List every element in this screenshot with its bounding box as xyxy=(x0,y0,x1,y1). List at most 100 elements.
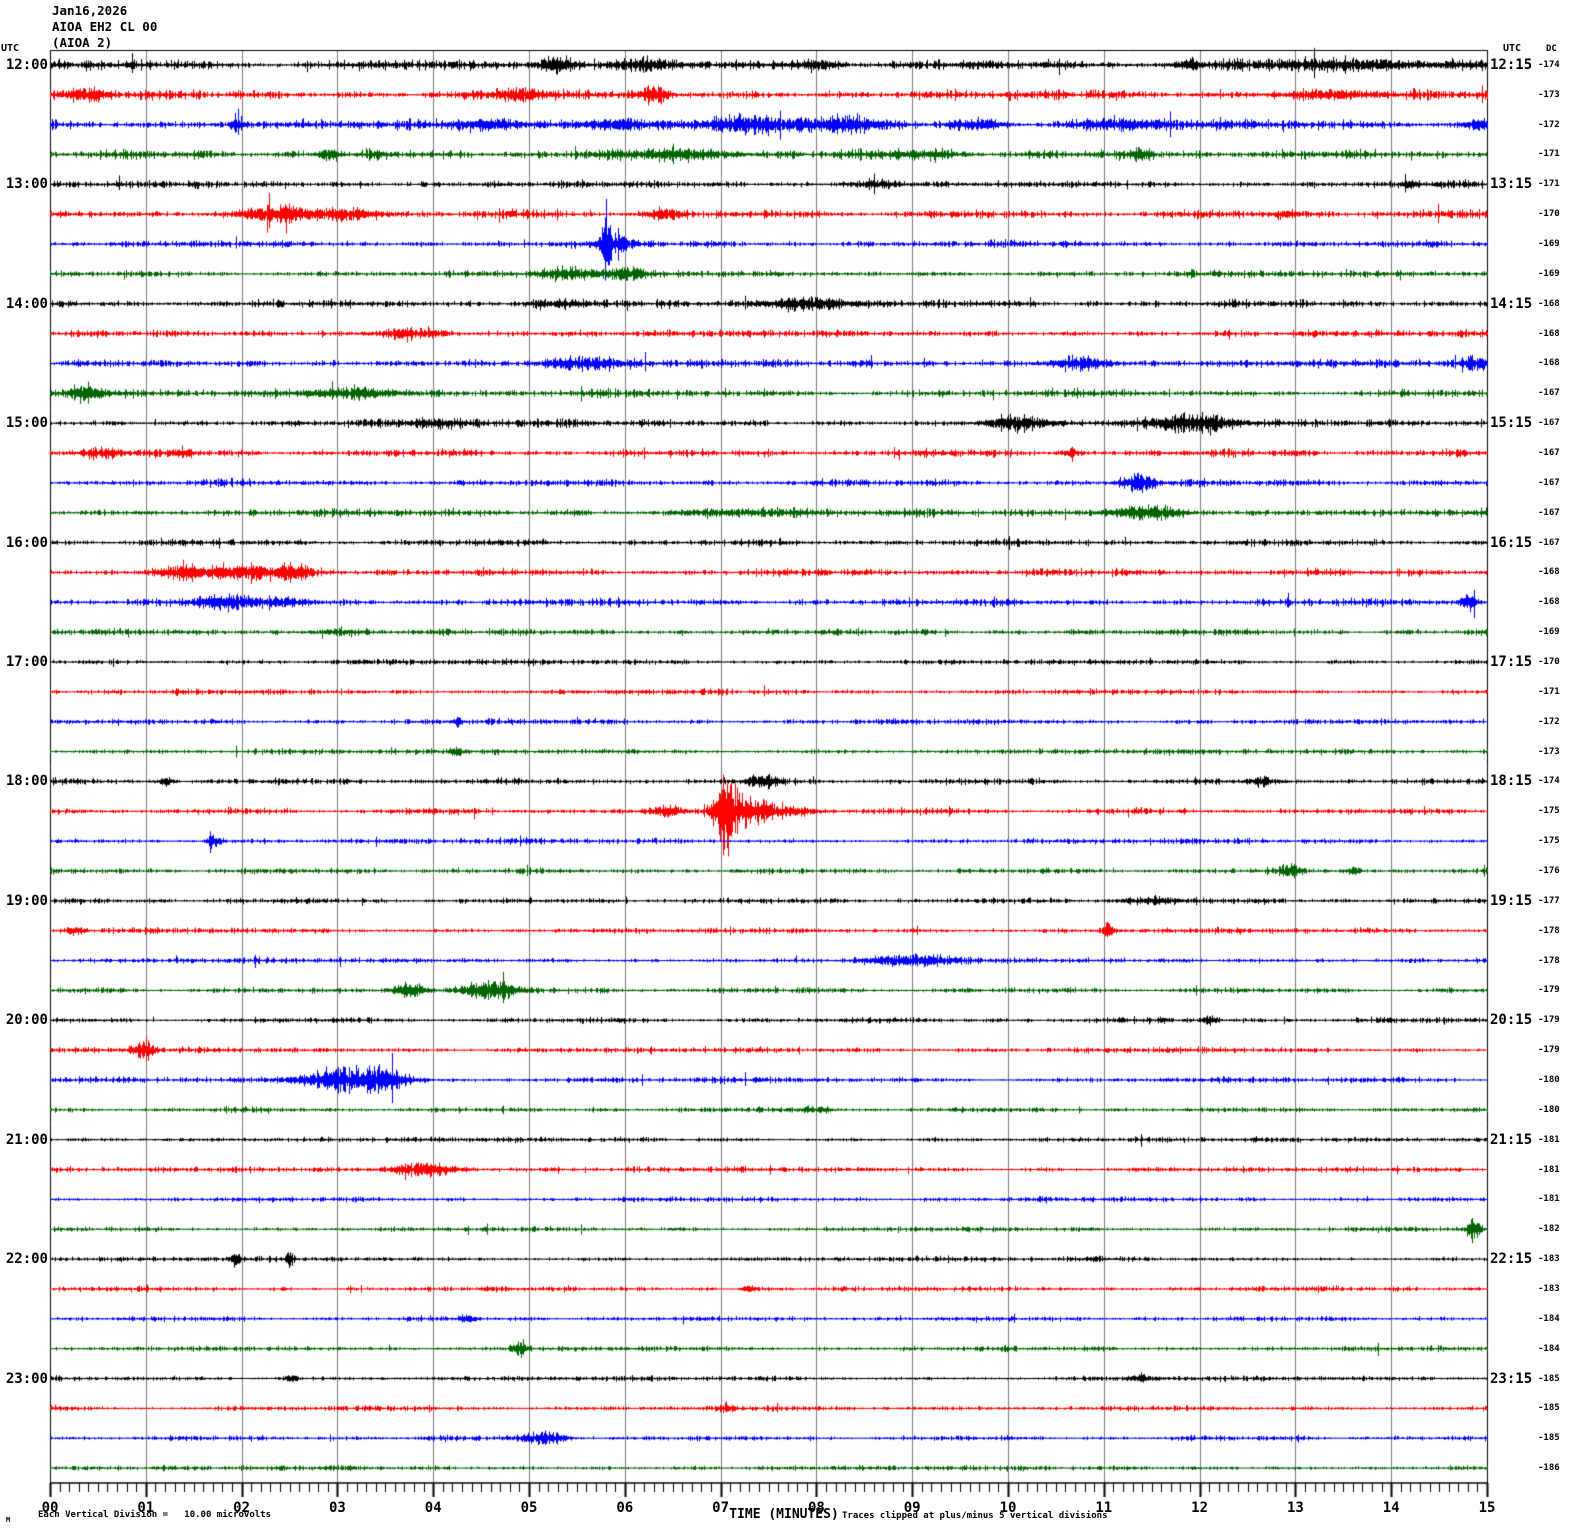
dc-value: -185 xyxy=(1538,1433,1560,1444)
utc-right-label: 12:15 xyxy=(1490,56,1533,73)
utc-right-label: 23:15 xyxy=(1490,1370,1533,1387)
utc-left-label: 16:00 xyxy=(5,534,48,551)
dc-value: -173 xyxy=(1538,89,1560,100)
scale-marker: M xyxy=(6,1516,11,1524)
x-tick-label: 05 xyxy=(520,1500,538,1516)
x-tick-label: 11 xyxy=(1095,1500,1113,1516)
utc-left-label: 20:00 xyxy=(5,1012,48,1029)
dc-value: -169 xyxy=(1538,239,1560,250)
dc-value: -174 xyxy=(1538,59,1560,70)
utc-right-label: 15:15 xyxy=(1490,415,1533,432)
x-tick-label: 04 xyxy=(424,1500,442,1516)
x-tick-label: 12 xyxy=(1191,1500,1209,1516)
utc-left-label: 17:00 xyxy=(5,654,48,670)
utc-right-label: 21:15 xyxy=(1490,1131,1533,1148)
dc-value: -168 xyxy=(1538,597,1560,608)
utc-right-label: 13:15 xyxy=(1490,176,1533,193)
dc-value: -174 xyxy=(1538,776,1560,787)
dc-value: -179 xyxy=(1538,985,1560,996)
dc-value: -170 xyxy=(1538,657,1560,667)
utc-right-label: 19:15 xyxy=(1490,892,1533,909)
dc-value: -181 xyxy=(1538,1194,1560,1205)
utc-right-label: 16:15 xyxy=(1490,534,1533,551)
x-tick-label: 13 xyxy=(1286,1500,1304,1516)
dc-value: -184 xyxy=(1538,1343,1560,1354)
utc-left-label: 23:00 xyxy=(5,1370,48,1387)
dc-value: -182 xyxy=(1538,1224,1560,1235)
dc-value: -167 xyxy=(1538,537,1560,548)
dc-value: -181 xyxy=(1538,1164,1560,1175)
dc-value: -167 xyxy=(1538,448,1560,459)
x-tick-label: 08 xyxy=(807,1500,825,1516)
utc-right-header: UTC xyxy=(1503,43,1522,54)
dc-value: -183 xyxy=(1538,1283,1560,1294)
utc-right-label: 22:15 xyxy=(1490,1251,1533,1268)
utc-right-label: 20:15 xyxy=(1490,1012,1533,1029)
dc-value: -167 xyxy=(1538,477,1560,488)
scale-note: Each Vertical Division = 10.00 microvolt… xyxy=(38,1510,271,1520)
x-tick-label: 15 xyxy=(1478,1500,1496,1516)
dc-value: -173 xyxy=(1538,746,1560,757)
x-axis-title: TIME (MINUTES) xyxy=(729,1507,839,1522)
dc-value: -185 xyxy=(1538,1403,1560,1414)
utc-left-label: 19:00 xyxy=(5,892,48,909)
dc-value: -178 xyxy=(1538,925,1560,936)
utc-left-header: UTC xyxy=(1,43,20,54)
utc-right-label: 17:15 xyxy=(1490,654,1533,670)
clip-note: Traces clipped at plus/minus 5 vertical … xyxy=(842,1511,1108,1521)
x-tick-label: 09 xyxy=(903,1500,921,1516)
title-station: AIOA EH2 CL 00 xyxy=(52,19,158,34)
dc-value: -167 xyxy=(1538,418,1560,429)
dc-value: -179 xyxy=(1538,1015,1560,1026)
utc-left-label: 18:00 xyxy=(5,773,48,790)
dc-value: -180 xyxy=(1538,1074,1560,1085)
x-tick-label: 07 xyxy=(712,1500,730,1516)
dc-value: -168 xyxy=(1538,567,1560,578)
dc-value: -179 xyxy=(1538,1045,1560,1056)
x-tick-label: 10 xyxy=(999,1500,1017,1516)
dc-value: -167 xyxy=(1538,507,1560,518)
dc-value: -176 xyxy=(1538,865,1560,876)
title-date: Jan16,2026 xyxy=(52,3,128,18)
dc-value: -168 xyxy=(1538,328,1560,339)
dc-value: -184 xyxy=(1538,1313,1560,1324)
dc-value: -185 xyxy=(1538,1373,1560,1384)
dc-value: -180 xyxy=(1538,1104,1560,1115)
utc-right-label: 14:15 xyxy=(1490,295,1533,312)
dc-value: -167 xyxy=(1538,388,1560,399)
x-tick-label: 03 xyxy=(328,1500,346,1516)
utc-left-label: 15:00 xyxy=(5,415,48,432)
dc-value: -170 xyxy=(1538,209,1560,220)
dc-value: -168 xyxy=(1538,298,1560,309)
dc-value: -178 xyxy=(1538,955,1560,966)
x-tick-label: 00 xyxy=(41,1500,59,1516)
dc-header: DC xyxy=(1546,44,1557,54)
dc-value: -171 xyxy=(1538,149,1560,160)
dc-value: -169 xyxy=(1538,268,1560,279)
dc-value: -172 xyxy=(1538,716,1560,727)
utc-left-label: 21:00 xyxy=(5,1131,48,1148)
x-tick-label: 02 xyxy=(233,1500,251,1516)
x-tick-label: 01 xyxy=(137,1500,155,1516)
utc-left-label: 22:00 xyxy=(5,1251,48,1268)
utc-left-label: 12:00 xyxy=(5,56,48,73)
dc-value: -171 xyxy=(1538,179,1560,190)
utc-left-label: 13:00 xyxy=(5,176,48,193)
title-station-alt: (AIOA 2) xyxy=(52,35,113,50)
dc-value: -169 xyxy=(1538,627,1560,638)
dc-value: -171 xyxy=(1538,686,1560,697)
x-tick-label: 14 xyxy=(1382,1500,1400,1516)
dc-value: -186 xyxy=(1538,1463,1560,1474)
x-tick-label: 06 xyxy=(616,1500,634,1516)
utc-right-label: 18:15 xyxy=(1490,773,1533,790)
dc-value: -175 xyxy=(1538,836,1560,847)
dc-value: -175 xyxy=(1538,806,1560,817)
utc-left-label: 14:00 xyxy=(5,295,48,312)
dc-value: -183 xyxy=(1538,1254,1560,1265)
dc-value: -181 xyxy=(1538,1134,1560,1145)
dc-value: -177 xyxy=(1538,895,1560,906)
dc-value: -168 xyxy=(1538,358,1560,369)
dc-value: -172 xyxy=(1538,119,1560,130)
